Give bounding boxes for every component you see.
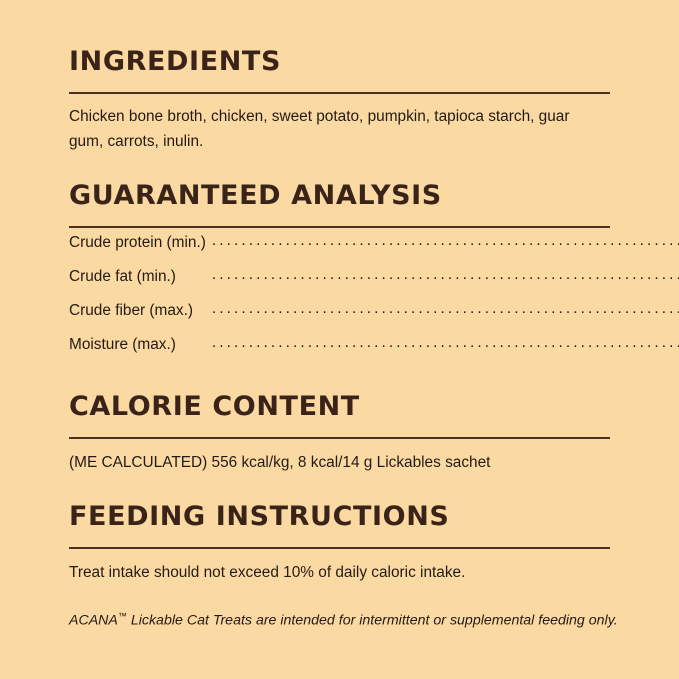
brand-name: ACANA [69,612,118,629]
analysis-row-label: Crude fat (min.) [69,268,176,285]
section-feeding-instructions: FEEDING INSTRUCTIONS Treat intake should… [69,501,618,629]
analysis-row-leader: ........................................… [212,234,679,268]
guaranteed-analysis-table: Crude protein (min.)....................… [69,234,679,370]
analysis-row-leader: ........................................… [212,268,679,302]
section-divider-feeding-instructions [69,547,610,549]
analysis-row: Crude fat (min.)........................… [69,268,679,302]
section-divider-calorie-content [69,437,610,439]
analysis-row-leader: ........................................… [212,302,679,336]
disclaimer-remainder: Lickable Cat Treats are intended for int… [126,612,618,629]
analysis-row: Crude fiber (max.)......................… [69,302,679,336]
section-calorie-content: CALORIE CONTENT (ME CALCULATED) 556 kcal… [69,393,610,476]
trademark-icon: ™ [117,610,127,621]
feeding-disclaimer-text: ACANA™ Lickable Cat Treats are intended … [69,610,618,629]
section-heading-calorie-content: CALORIE CONTENT [69,391,360,422]
analysis-row-label: Crude protein (min.) [69,234,206,251]
section-heading-guaranteed-analysis: GUARANTEED ANALYSIS [69,180,442,211]
ingredients-list-text: Chicken bone broth, chicken, sweet potat… [69,108,570,150]
analysis-row: Moisture (max.).........................… [69,336,679,370]
section-divider-ingredients [69,92,610,94]
analysis-row-label: Crude fiber (max.) [69,302,194,319]
dot-leader: ........................................… [211,234,679,249]
analysis-row-label: Moisture (max.) [69,336,176,353]
dot-leader: ........................................… [211,302,679,317]
section-ingredients: INGREDIENTS Chicken bone broth, chicken,… [69,48,610,155]
section-heading-feeding-instructions: FEEDING INSTRUCTIONS [69,501,450,532]
dot-leader: ........................................… [211,268,679,283]
feeding-instructions-text: Treat intake should not exceed 10% of da… [69,564,466,581]
dot-leader: ........................................… [211,336,679,351]
section-divider-guaranteed-analysis [69,226,610,228]
section-guaranteed-analysis: GUARANTEED ANALYSIS Crude protein (min.)… [69,180,679,370]
section-heading-ingredients: INGREDIENTS [69,46,282,77]
analysis-row-leader: ........................................… [212,336,679,370]
calorie-content-text: (ME CALCULATED) 556 kcal/kg, 8 kcal/14 g… [69,454,491,471]
analysis-row: Crude protein (min.)....................… [69,234,679,268]
